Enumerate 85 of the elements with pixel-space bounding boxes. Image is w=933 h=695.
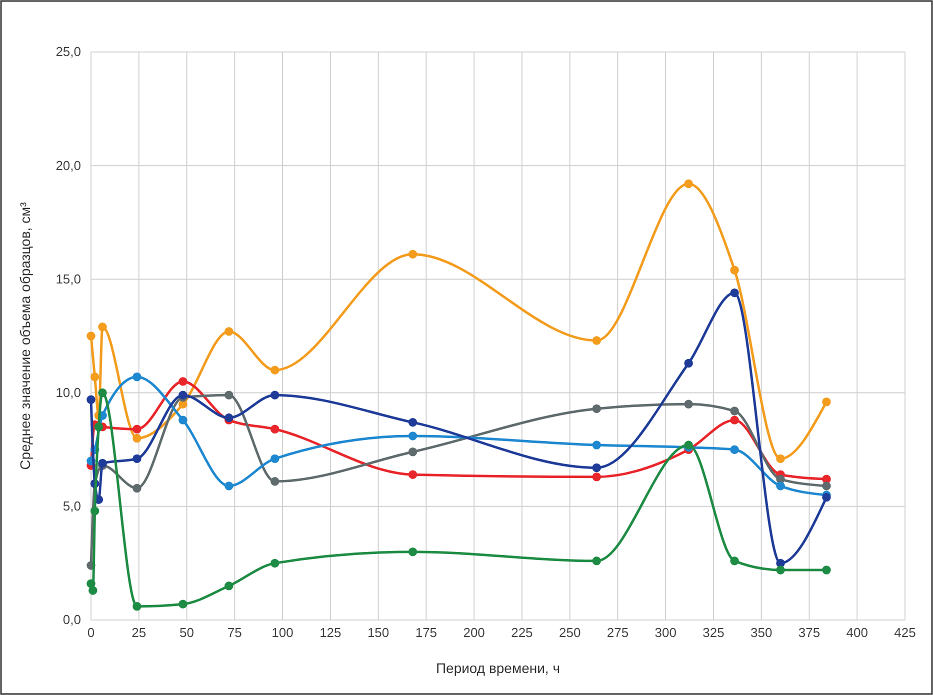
point — [776, 454, 785, 464]
y-axis-title: Среднее значение объема образцов, см³ — [17, 202, 33, 470]
y-tick-label: 15,0 — [56, 271, 81, 286]
point — [90, 506, 100, 516]
point — [592, 404, 602, 414]
x-tick-label: 300 — [654, 625, 676, 640]
point — [822, 492, 831, 502]
point — [98, 458, 107, 468]
point — [730, 266, 739, 274]
y-tick-label: 10,0 — [56, 384, 81, 400]
point — [408, 470, 418, 479]
x-tick-label: 125 — [320, 625, 342, 640]
x-tick-label: 325 — [702, 625, 724, 640]
x-tick-label: 350 — [750, 625, 772, 640]
point — [592, 336, 602, 345]
point — [90, 372, 100, 382]
point — [270, 558, 280, 568]
point — [132, 602, 142, 611]
point — [270, 390, 280, 400]
point — [270, 424, 280, 434]
point — [730, 556, 739, 566]
point — [178, 600, 188, 608]
x-tick-label: 250 — [558, 625, 581, 640]
y-tick-label: 20,0 — [56, 158, 81, 173]
y-tick-label: 25,0 — [56, 44, 81, 60]
point — [592, 556, 602, 566]
point — [684, 179, 693, 188]
point — [178, 416, 188, 424]
point — [270, 454, 280, 464]
point — [730, 445, 739, 454]
point — [776, 566, 785, 574]
point — [408, 448, 418, 456]
point — [224, 413, 234, 422]
point — [88, 586, 98, 595]
x-tick-label: 25 — [132, 625, 146, 640]
point — [98, 388, 107, 398]
x-tick-label: 200 — [463, 625, 485, 640]
point — [132, 372, 142, 382]
point — [86, 395, 96, 404]
point — [270, 366, 280, 374]
point — [408, 250, 418, 259]
x-tick-label: 50 — [180, 625, 194, 640]
x-axis-title: Период времени, ч — [436, 660, 560, 676]
y-tick-label: 5,0 — [62, 498, 81, 514]
y-tick-label: 0,0 — [62, 612, 81, 628]
point — [730, 416, 739, 424]
x-tick-label: 75 — [227, 625, 242, 640]
point — [408, 418, 418, 427]
x-tick-label: 425 — [894, 625, 916, 640]
point — [592, 472, 602, 482]
x-tick-label: 225 — [511, 625, 533, 640]
point — [408, 547, 418, 556]
point — [592, 463, 602, 472]
x-tick-label: 175 — [415, 625, 438, 640]
point — [98, 322, 107, 332]
x-tick-label: 150 — [367, 625, 390, 640]
point — [730, 406, 739, 416]
point — [822, 398, 831, 406]
point — [684, 440, 693, 450]
point — [94, 422, 104, 432]
point — [178, 390, 188, 400]
point — [270, 477, 280, 486]
point — [224, 482, 234, 490]
point — [822, 566, 831, 574]
point — [132, 454, 142, 464]
point — [822, 482, 831, 490]
point — [730, 288, 739, 298]
x-tick-label: 100 — [272, 625, 294, 640]
point — [684, 400, 693, 409]
x-tick-label: 275 — [606, 625, 629, 640]
point — [132, 424, 142, 434]
point — [224, 327, 234, 336]
point — [684, 358, 693, 368]
point — [224, 582, 234, 590]
point — [408, 432, 418, 440]
point — [132, 484, 142, 493]
x-tick-label: 375 — [798, 625, 820, 640]
point — [86, 332, 96, 340]
point — [178, 377, 188, 386]
point — [132, 434, 142, 443]
x-tick-label: 0 — [87, 625, 95, 640]
x-tick-label: 400 — [846, 625, 868, 640]
point — [224, 390, 234, 400]
point — [776, 482, 785, 490]
point — [592, 440, 602, 450]
